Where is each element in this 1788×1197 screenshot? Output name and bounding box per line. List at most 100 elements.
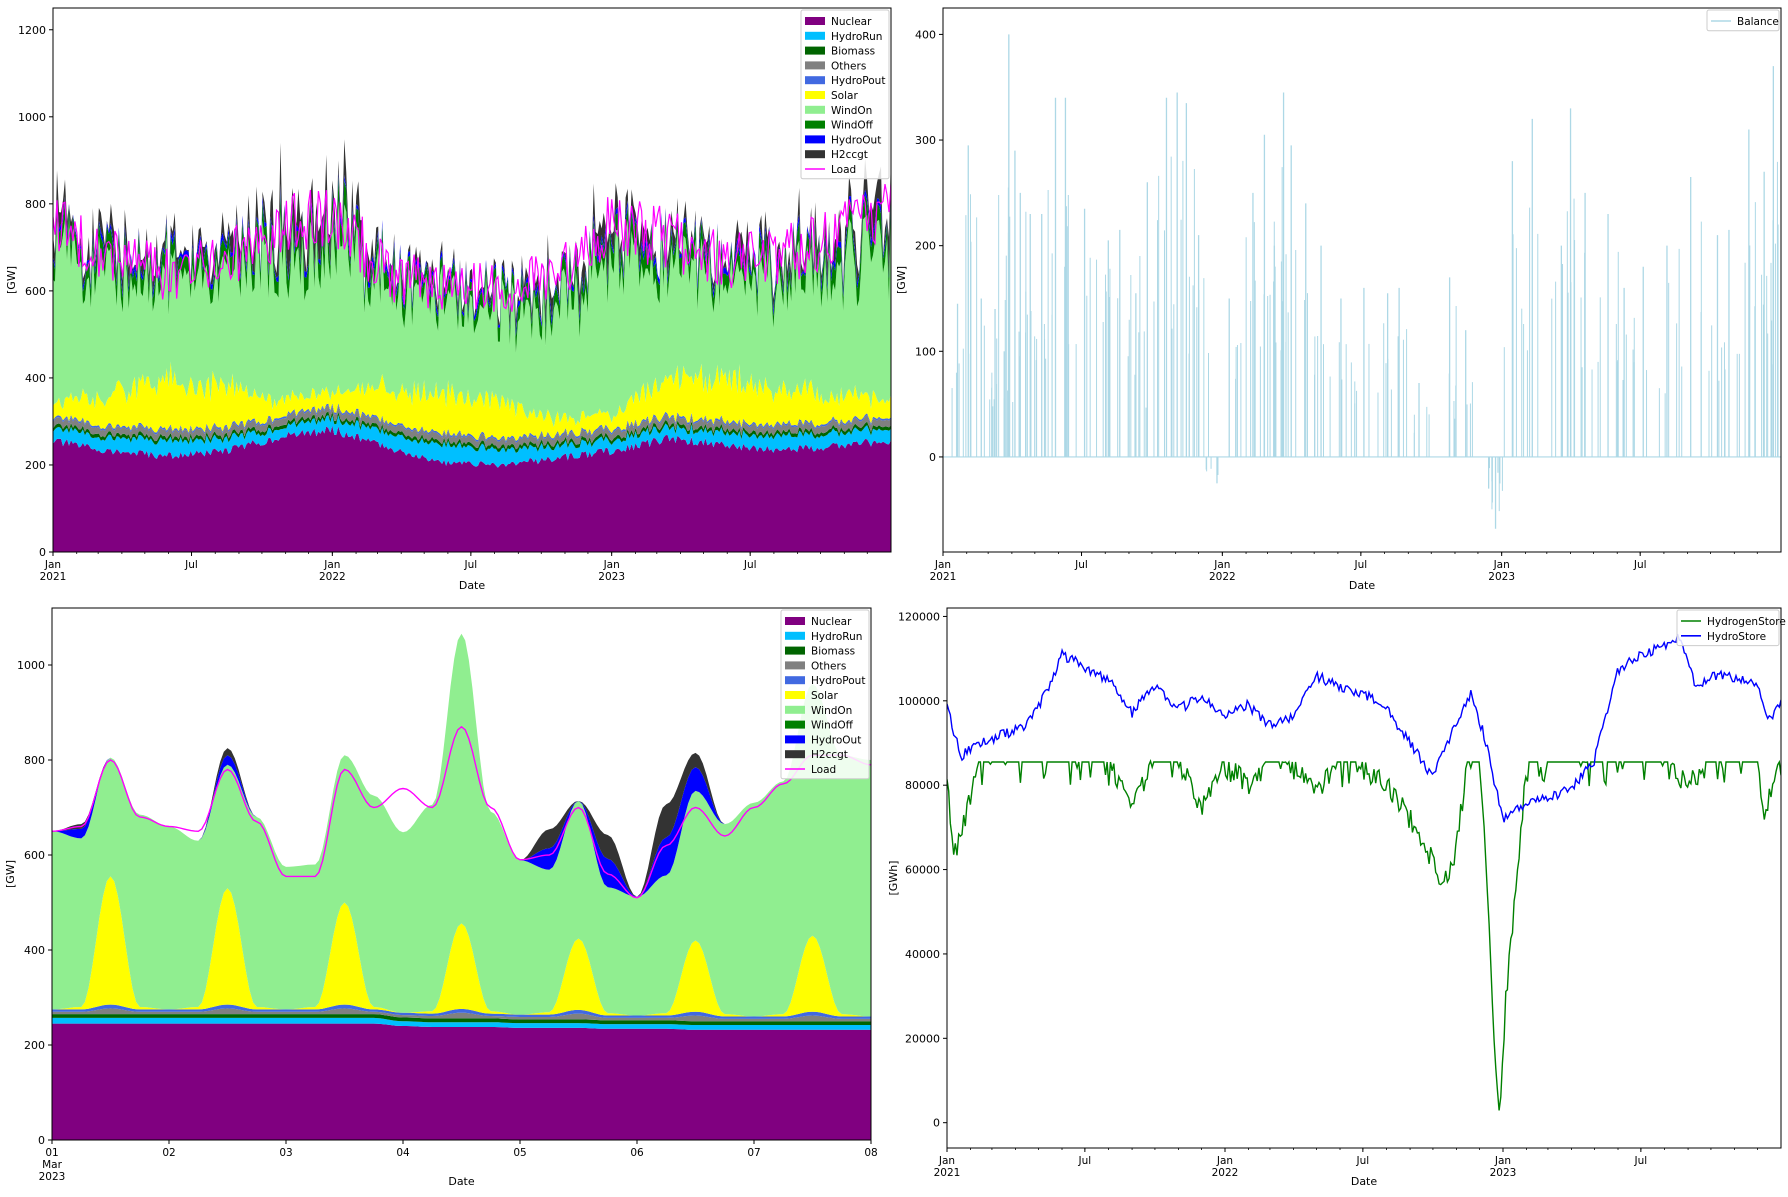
balance-series bbox=[943, 34, 1781, 529]
legend-swatch bbox=[785, 661, 805, 670]
x-tick-label: Jan bbox=[323, 559, 340, 571]
x-tick-label: Jan bbox=[938, 1155, 955, 1167]
x-tick-label: 07 bbox=[747, 1147, 760, 1159]
area-hydrorun bbox=[53, 415, 891, 468]
x-tick-label: 08 bbox=[864, 1147, 877, 1159]
y-tick-label: 40000 bbox=[905, 948, 940, 961]
y-tick-label: 1000 bbox=[17, 659, 45, 672]
legend-swatch bbox=[785, 750, 805, 759]
legend-label: Biomass bbox=[811, 646, 855, 658]
y-tick-label: 400 bbox=[25, 372, 46, 385]
x-tick-label: 03 bbox=[279, 1147, 292, 1159]
y-tick-label: 0 bbox=[39, 546, 46, 559]
legend-label: WindOff bbox=[811, 720, 854, 732]
y-axis-label: [GW] bbox=[4, 860, 17, 888]
legend-swatch bbox=[805, 61, 825, 70]
legend-swatch bbox=[785, 735, 805, 744]
area-windon bbox=[52, 633, 871, 1017]
y-tick-label: 60000 bbox=[905, 864, 940, 877]
x-tick-label: Jan bbox=[1216, 1155, 1233, 1167]
legend-label: HydroRun bbox=[811, 631, 862, 643]
area-biomass bbox=[52, 1014, 871, 1025]
legend-swatch bbox=[785, 631, 805, 640]
y-tick-label: 0 bbox=[929, 451, 936, 464]
legend-label: HydroOut bbox=[831, 134, 881, 146]
y-tick-label: 120000 bbox=[898, 610, 940, 623]
x-tick-label: Jan bbox=[44, 559, 61, 571]
y-tick-label: 600 bbox=[24, 849, 45, 862]
y-tick-label: 200 bbox=[24, 1039, 45, 1052]
area-nuclear bbox=[53, 425, 891, 552]
x-tick-sublabel: 2023 bbox=[1490, 1167, 1517, 1179]
y-tick-label: 80000 bbox=[905, 779, 940, 792]
x-tick-label: 04 bbox=[396, 1147, 410, 1159]
legend-swatch bbox=[805, 150, 825, 159]
x-tick-label: Jul bbox=[1074, 559, 1088, 571]
area-hydropout bbox=[53, 403, 891, 444]
legend-box bbox=[1676, 609, 1780, 647]
legend-label: Nuclear bbox=[831, 16, 872, 28]
x-tick-sublabel: 2023 bbox=[39, 1171, 66, 1183]
legend-label: HydroOut bbox=[811, 734, 861, 746]
x-tick-sublabel: 2023 bbox=[1488, 571, 1515, 583]
x-tick-label: 02 bbox=[162, 1147, 175, 1159]
legend-swatch bbox=[785, 676, 805, 685]
legend-swatch bbox=[805, 105, 825, 114]
legend-swatch bbox=[785, 691, 805, 699]
plot-frame bbox=[52, 7, 892, 553]
x-tick-sublabel: 2022 bbox=[319, 571, 346, 583]
legend-label: Nuclear bbox=[811, 616, 852, 628]
x-axis-label: Date bbox=[448, 1175, 475, 1188]
y-tick-label: 400 bbox=[24, 944, 45, 957]
legend-swatch bbox=[785, 617, 805, 625]
line-load bbox=[52, 725, 871, 899]
legend-label: HydroRun bbox=[831, 31, 882, 43]
x-tick-label: Jul bbox=[1078, 1155, 1092, 1167]
plot-frame bbox=[51, 607, 872, 1141]
legend-swatch bbox=[805, 120, 825, 129]
area-solar bbox=[53, 361, 891, 442]
legend-swatch bbox=[805, 31, 825, 40]
y-axis-label: [GWh] bbox=[887, 861, 900, 896]
x-axis-label: Date bbox=[459, 579, 486, 592]
y-tick-label: 100 bbox=[915, 345, 936, 358]
legend-label: H2ccgt bbox=[831, 149, 868, 161]
legend-label: HydroPout bbox=[831, 75, 885, 87]
y-axis-label: [GW] bbox=[5, 266, 18, 294]
legend-swatch bbox=[785, 720, 805, 729]
x-tick-label: 06 bbox=[630, 1147, 644, 1159]
legend-swatch bbox=[805, 17, 825, 25]
x-tick-label: Jul bbox=[464, 559, 478, 571]
legend-label: HydrogenStore bbox=[1707, 616, 1786, 628]
legend-label: Load bbox=[831, 164, 856, 176]
y-tick-label: 800 bbox=[25, 198, 46, 211]
area-h2ccgt bbox=[52, 633, 871, 897]
legend-label: Load bbox=[811, 764, 836, 776]
x-tick-label: 05 bbox=[513, 1147, 526, 1159]
legend-label: Others bbox=[811, 660, 846, 672]
x-tick-sublabel: 2021 bbox=[930, 571, 957, 583]
y-tick-label: 1000 bbox=[18, 111, 46, 124]
legend-swatch bbox=[805, 76, 825, 85]
area-others bbox=[53, 405, 891, 450]
legend-box bbox=[1706, 9, 1780, 32]
x-tick-sublabel: 2023 bbox=[598, 571, 625, 583]
x-tick-label: Jul bbox=[743, 559, 757, 571]
area-others bbox=[52, 1008, 871, 1022]
x-tick-label: Jan bbox=[934, 559, 951, 571]
area-biomass bbox=[53, 411, 891, 453]
x-tick-label: Jul bbox=[1634, 1155, 1648, 1167]
x-tick-label: Jan bbox=[1493, 559, 1510, 571]
y-tick-label: 800 bbox=[24, 754, 45, 767]
line-load bbox=[53, 183, 891, 312]
legend-label: Solar bbox=[831, 90, 858, 102]
chart-bottom-right: 020000400006000080000100000120000Jan2021… bbox=[887, 607, 1786, 1188]
legend-swatch bbox=[785, 705, 805, 714]
legend-swatch bbox=[805, 91, 825, 99]
line-hydrogenstore bbox=[947, 758, 1781, 1111]
y-tick-label: 200 bbox=[25, 459, 46, 472]
y-tick-label: 20000 bbox=[905, 1032, 940, 1045]
